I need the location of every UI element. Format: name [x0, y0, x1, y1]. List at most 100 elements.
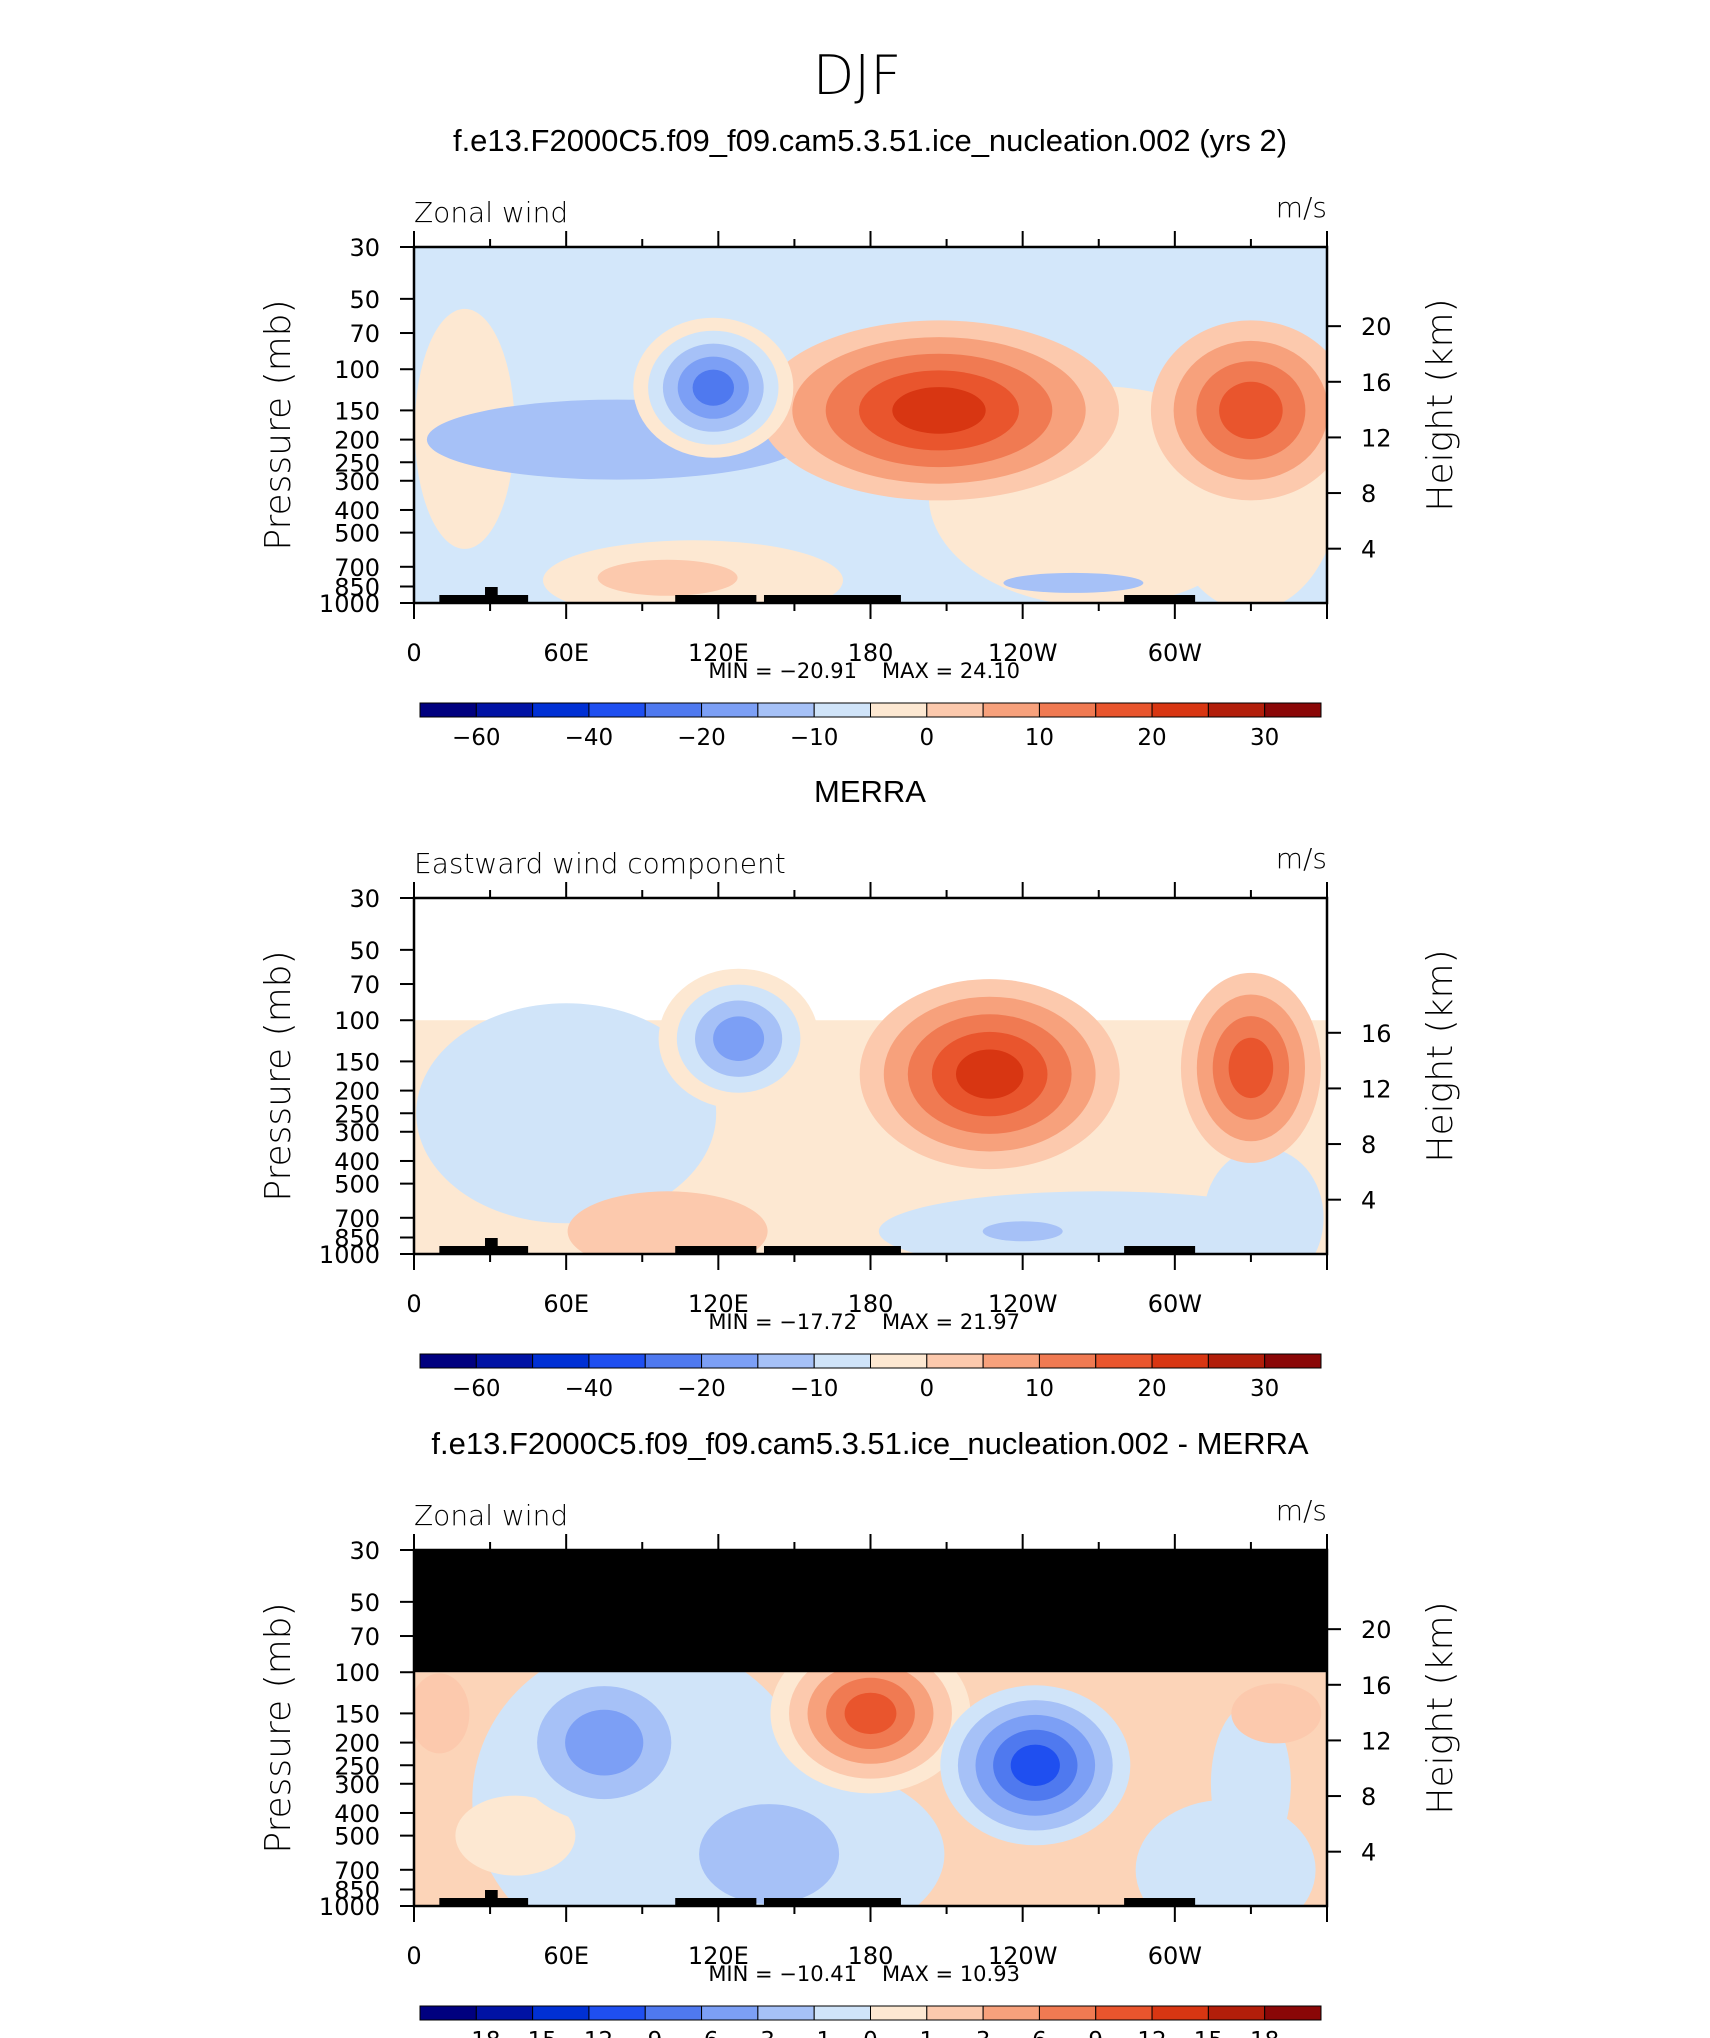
- colorbar-label: 12: [1137, 2028, 1166, 2038]
- y-tick-label: 50: [349, 1589, 380, 1617]
- colorbar-swatch: [813, 2005, 871, 2021]
- field-model: [414, 247, 1327, 603]
- y-axis-right-label: Height (km): [1420, 298, 1461, 511]
- colorbar-swatch: [419, 1353, 477, 1369]
- colorbar-swatch: [419, 2005, 477, 2021]
- y-tick-label: 150: [334, 1700, 380, 1728]
- colorbar-swatch: [1095, 702, 1153, 718]
- field-difference: [414, 1550, 1327, 1906]
- colorbar-label: −6: [685, 2028, 719, 2038]
- colorbar-label: 3: [976, 2028, 991, 2038]
- colorbar-swatch: [475, 1353, 534, 1369]
- y-tick-label: 250: [334, 1752, 380, 1780]
- y-tick-label: 200: [334, 1730, 380, 1758]
- x-tick-label: 60W: [1148, 1942, 1202, 1970]
- patch-d: [567, 1191, 768, 1254]
- colorbar-swatch: [1038, 702, 1097, 718]
- colorbar-swatch: [532, 2005, 590, 2021]
- y-tick-label: 700: [334, 554, 380, 582]
- patch-g: [1231, 1683, 1322, 1744]
- y-tick-label: 70: [349, 1623, 380, 1651]
- feature-0-band-4: [956, 1049, 1024, 1099]
- land-block: [439, 1898, 529, 1906]
- patch-e: [1210, 1703, 1291, 1864]
- min-label: MIN = −17.72: [708, 1310, 857, 1334]
- colorbar-swatch: [757, 702, 815, 718]
- land-block: [763, 595, 901, 603]
- colorbar-swatch: [1207, 2005, 1266, 2021]
- y-tick-label: 1000: [319, 1893, 380, 1921]
- y-tick-label: 200: [334, 1078, 380, 1106]
- y-tick-label: 1000: [319, 590, 380, 618]
- y-tick-label: 300: [334, 468, 380, 496]
- field-name: Zonal wind: [414, 1499, 568, 1532]
- y-right-tick-label: 8: [1361, 1783, 1376, 1811]
- field-units: m/s: [1276, 191, 1327, 224]
- colorbar-label: 6: [1032, 2028, 1047, 2038]
- y-tick-label: 500: [334, 1171, 380, 1199]
- colorbar-swatch: [419, 702, 477, 718]
- land-block: [485, 1890, 498, 1906]
- colorbar-swatch: [982, 2005, 1040, 2021]
- y-tick-label: 400: [334, 1148, 380, 1176]
- y-right-tick-label: 8: [1361, 480, 1376, 508]
- colorbar-swatch: [644, 702, 703, 718]
- colorbar-label: 9: [1088, 2028, 1103, 2038]
- land-block: [675, 1898, 757, 1906]
- land-block: [485, 1238, 498, 1254]
- x-tick-label: 60W: [1148, 639, 1202, 667]
- panel-difference: f.e13.F2000C5.f09_f09.cam5.3.51.ice_nucl…: [258, 1426, 1461, 2038]
- y-tick-label: 300: [334, 1119, 380, 1147]
- patch-a: [416, 1003, 717, 1224]
- x-tick-label: 180: [848, 1942, 894, 1970]
- colorbar-swatch: [870, 2005, 928, 2021]
- colorbar-label: 10: [1025, 725, 1054, 751]
- colorbar-swatch: [701, 2005, 759, 2021]
- colorbar-swatch: [813, 702, 871, 718]
- feature-2-band-2: [565, 1709, 644, 1776]
- y-right-tick-label: 20: [1361, 1616, 1392, 1644]
- max-label: MAX = 10.93: [882, 1962, 1020, 1986]
- x-tick-label: 0: [406, 639, 421, 667]
- x-tick-label: 180: [848, 1290, 894, 1318]
- feature-1-band-3: [1219, 381, 1283, 439]
- y-tick-label: 100: [334, 1007, 380, 1035]
- patch-c: [1203, 1147, 1324, 1254]
- colorbar-swatch: [1095, 2005, 1153, 2021]
- max-label: MAX = 24.10: [882, 659, 1020, 683]
- y-tick-label: 850: [334, 574, 380, 602]
- land-block: [763, 1246, 901, 1254]
- y-right-tick-label: 16: [1361, 1672, 1392, 1700]
- x-tick-label: 120W: [988, 1290, 1058, 1318]
- colorbar-swatch: [1038, 1353, 1097, 1369]
- colorbar-label: 1: [919, 2028, 934, 2038]
- colorbar-swatch: [475, 702, 534, 718]
- y-right-tick-label: 20: [1361, 313, 1392, 341]
- panel-title: MERRA: [814, 774, 926, 809]
- colorbar-swatch: [1151, 2005, 1209, 2021]
- colorbar-label: 10: [1025, 1376, 1054, 1402]
- colorbar-swatch: [1151, 702, 1209, 718]
- land-block: [1124, 1898, 1196, 1906]
- x-tick-label: 120E: [688, 1942, 749, 1970]
- min-label: MIN = −10.41: [708, 1962, 857, 1986]
- colorbar-swatch: [982, 1353, 1040, 1369]
- y-tick-label: 50: [349, 286, 380, 314]
- colorbar-label: 15: [1194, 2028, 1223, 2038]
- colorbar-label: −20: [677, 725, 726, 751]
- land-block: [439, 1246, 529, 1254]
- y-tick-label: 400: [334, 497, 380, 525]
- colorbar-label: 18: [1250, 2028, 1279, 2038]
- colorbar-swatch: [813, 1353, 871, 1369]
- colorbar-swatch: [1038, 2005, 1097, 2021]
- y-tick-label: 850: [334, 1225, 380, 1253]
- colorbar-swatch: [532, 702, 590, 718]
- colorbar-swatch: [982, 702, 1040, 718]
- x-tick-label: 180: [848, 639, 894, 667]
- colorbar-label: −40: [565, 1376, 614, 1402]
- land-block: [485, 587, 498, 603]
- colorbar-swatch: [1151, 1353, 1209, 1369]
- colorbar-swatch: [870, 702, 928, 718]
- colorbar-swatch: [1095, 1353, 1153, 1369]
- colorbar-label: 0: [919, 1376, 934, 1402]
